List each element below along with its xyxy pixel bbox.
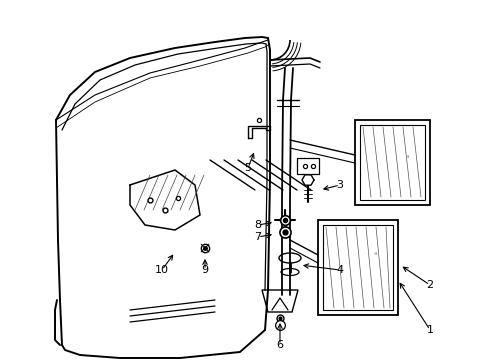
Text: 8: 8 bbox=[254, 220, 261, 230]
Text: 10: 10 bbox=[155, 265, 169, 275]
Bar bbox=[359, 125, 424, 200]
Text: 5: 5 bbox=[244, 163, 251, 173]
Bar bbox=[354, 120, 429, 205]
Bar bbox=[317, 220, 397, 315]
Text: a: a bbox=[405, 154, 408, 159]
Polygon shape bbox=[262, 290, 297, 312]
Ellipse shape bbox=[279, 253, 301, 263]
Text: 4: 4 bbox=[336, 265, 343, 275]
Text: 7: 7 bbox=[254, 232, 261, 242]
Text: 6: 6 bbox=[276, 340, 283, 350]
Text: 9: 9 bbox=[201, 265, 208, 275]
Ellipse shape bbox=[281, 269, 298, 275]
Text: a: a bbox=[372, 251, 376, 256]
Bar bbox=[296, 158, 318, 174]
Text: 2: 2 bbox=[426, 280, 433, 290]
Text: 3: 3 bbox=[336, 180, 343, 190]
Bar bbox=[323, 225, 392, 310]
Text: 1: 1 bbox=[426, 325, 433, 335]
